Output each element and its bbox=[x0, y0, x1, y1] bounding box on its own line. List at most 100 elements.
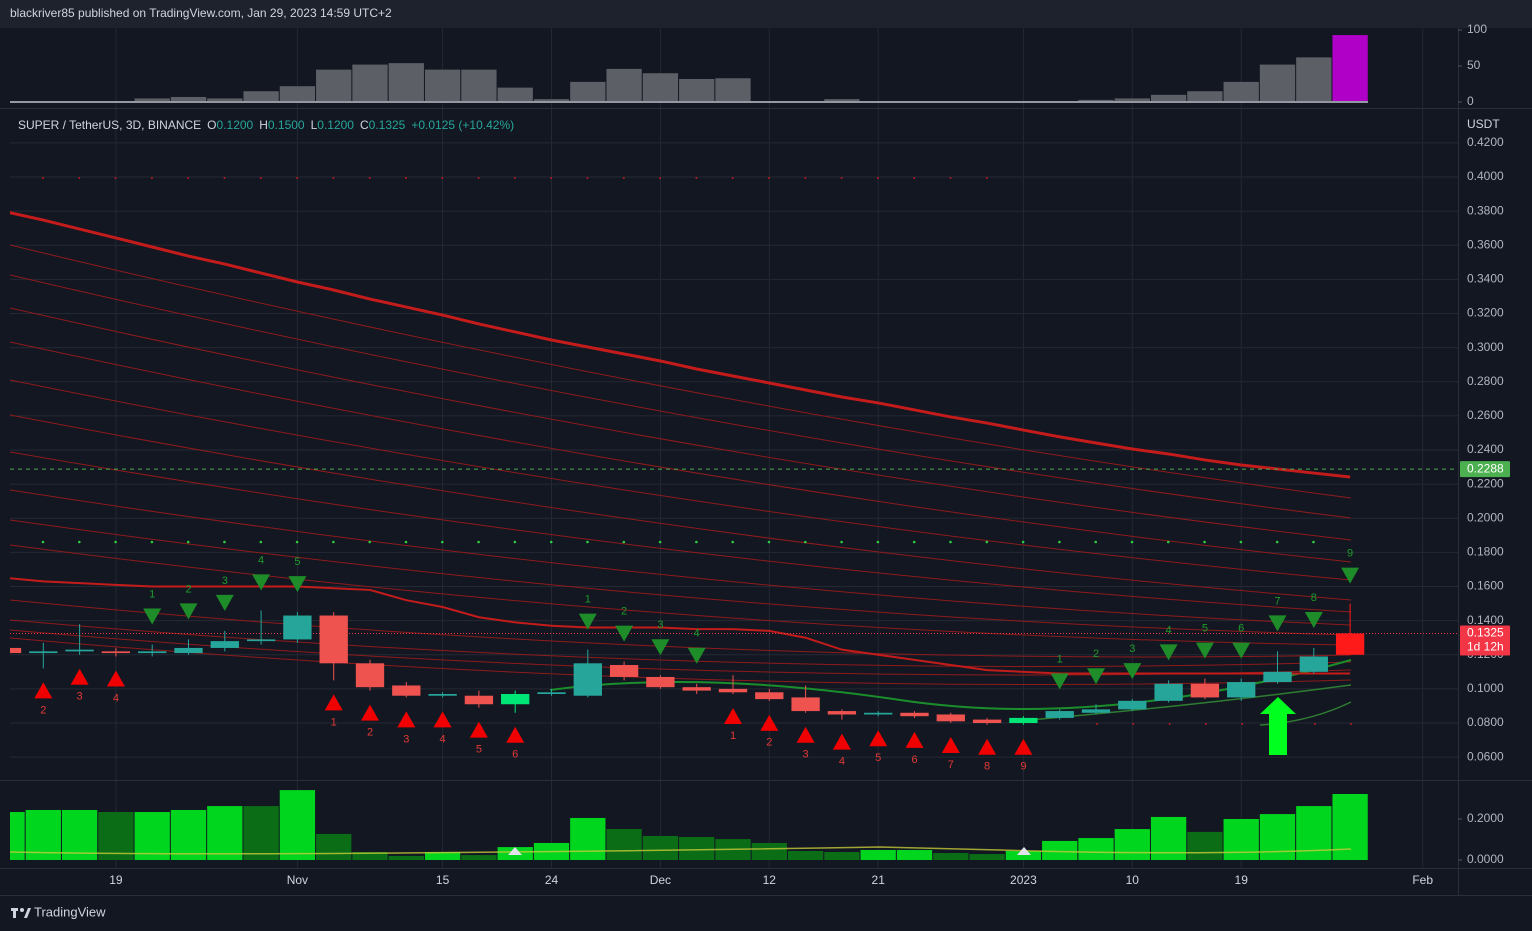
sell-count: 6 bbox=[1238, 623, 1244, 635]
bar bbox=[679, 837, 715, 861]
candle-body bbox=[174, 647, 203, 654]
buy-count: 5 bbox=[875, 752, 881, 764]
bar bbox=[98, 812, 134, 861]
candle-body bbox=[246, 639, 276, 642]
candle-body bbox=[682, 687, 711, 691]
countdown-label: 1d 12h bbox=[1467, 640, 1504, 654]
buy-marker bbox=[70, 668, 89, 685]
buy-count: 7 bbox=[948, 759, 954, 771]
sell-marker bbox=[1159, 644, 1178, 661]
bar bbox=[860, 849, 896, 861]
bar bbox=[715, 78, 751, 103]
dot bbox=[295, 540, 299, 544]
y-tick-label: 0.2200 bbox=[1467, 476, 1504, 490]
x-tick-label: Feb bbox=[1412, 873, 1433, 887]
dot bbox=[1312, 540, 1315, 544]
bar bbox=[1223, 81, 1259, 103]
bar bbox=[316, 69, 352, 103]
candle-body bbox=[319, 615, 348, 664]
y-tick-label: 0.3400 bbox=[1467, 272, 1504, 286]
candle-body bbox=[210, 641, 239, 648]
dot bbox=[985, 540, 989, 544]
signal-arrow bbox=[1260, 697, 1296, 755]
candle-body bbox=[101, 651, 131, 654]
buy-count: 2 bbox=[766, 737, 772, 749]
candle-body bbox=[972, 719, 1002, 724]
bar bbox=[316, 833, 352, 861]
fan-line bbox=[10, 341, 1352, 563]
sell-count: 3 bbox=[222, 575, 228, 587]
volume-ma bbox=[10, 846, 1352, 855]
buy-marker bbox=[905, 731, 924, 748]
candle-body bbox=[791, 697, 820, 712]
buy-marker bbox=[941, 737, 960, 754]
price-label-box bbox=[1460, 461, 1510, 478]
candle-body bbox=[1227, 682, 1256, 698]
legend-key: H bbox=[259, 118, 268, 132]
candle-body bbox=[1190, 683, 1220, 698]
bar bbox=[25, 809, 61, 861]
candle-body bbox=[864, 712, 893, 715]
dot bbox=[150, 177, 153, 179]
volume-marker bbox=[508, 847, 522, 855]
sell-marker bbox=[1195, 642, 1214, 659]
y-tick-label: 50 bbox=[1467, 58, 1481, 72]
bar bbox=[352, 852, 388, 861]
dot bbox=[876, 177, 879, 179]
dot bbox=[513, 540, 517, 544]
buy-marker bbox=[869, 730, 888, 747]
dot bbox=[550, 177, 553, 179]
dot bbox=[1094, 540, 1097, 544]
bar bbox=[1042, 840, 1078, 861]
bar bbox=[497, 87, 533, 103]
dot bbox=[114, 540, 117, 544]
y-tick-label: 0.1600 bbox=[1467, 579, 1504, 593]
legend-change: +0.0125 (+10.42%) bbox=[411, 118, 514, 132]
bar bbox=[461, 855, 497, 861]
y-tick-label: 0.0000 bbox=[1467, 852, 1504, 866]
sell-count: 5 bbox=[294, 556, 300, 568]
bar bbox=[1114, 829, 1150, 861]
bar bbox=[787, 850, 824, 861]
buy-count: 4 bbox=[839, 756, 845, 768]
price-label: 0.2288 bbox=[1467, 461, 1504, 475]
dot bbox=[42, 177, 44, 179]
sell-marker bbox=[1050, 673, 1069, 690]
fan-line bbox=[10, 414, 1352, 601]
sell-marker bbox=[687, 647, 706, 664]
dot bbox=[368, 540, 372, 544]
sell-marker bbox=[1087, 668, 1105, 685]
dot bbox=[78, 540, 81, 544]
candle-body bbox=[65, 649, 94, 652]
sell-marker bbox=[651, 639, 670, 656]
dot bbox=[1203, 540, 1206, 544]
legend-value: 0.1200 bbox=[217, 118, 254, 132]
candle-body bbox=[718, 688, 748, 693]
sell-count: 4 bbox=[694, 628, 700, 640]
buy-count: 1 bbox=[730, 730, 736, 742]
dot bbox=[1241, 723, 1244, 725]
candle-body bbox=[501, 694, 530, 705]
bar bbox=[751, 842, 787, 861]
candle-body bbox=[355, 663, 385, 688]
bar bbox=[424, 852, 461, 861]
dot bbox=[949, 177, 952, 179]
sell-count: 3 bbox=[1129, 643, 1135, 655]
legend: SUPER / TetherUS, 3D, BINANCE O0.1200 H0.1… bbox=[18, 118, 514, 132]
dot bbox=[296, 177, 299, 179]
bar bbox=[606, 829, 642, 861]
sell-count: 5 bbox=[1202, 623, 1208, 635]
dot bbox=[1167, 540, 1170, 544]
ma-line bbox=[10, 577, 1351, 675]
candle-body bbox=[1009, 717, 1038, 724]
bar bbox=[896, 849, 933, 861]
bar bbox=[170, 809, 207, 861]
grid bbox=[10, 28, 1458, 868]
fan-line bbox=[10, 599, 1352, 658]
dot bbox=[912, 540, 916, 544]
buy-marker bbox=[832, 733, 851, 750]
sell-count: 4 bbox=[1166, 624, 1172, 636]
fan-line bbox=[10, 307, 1352, 541]
buy-count: 2 bbox=[40, 704, 46, 716]
